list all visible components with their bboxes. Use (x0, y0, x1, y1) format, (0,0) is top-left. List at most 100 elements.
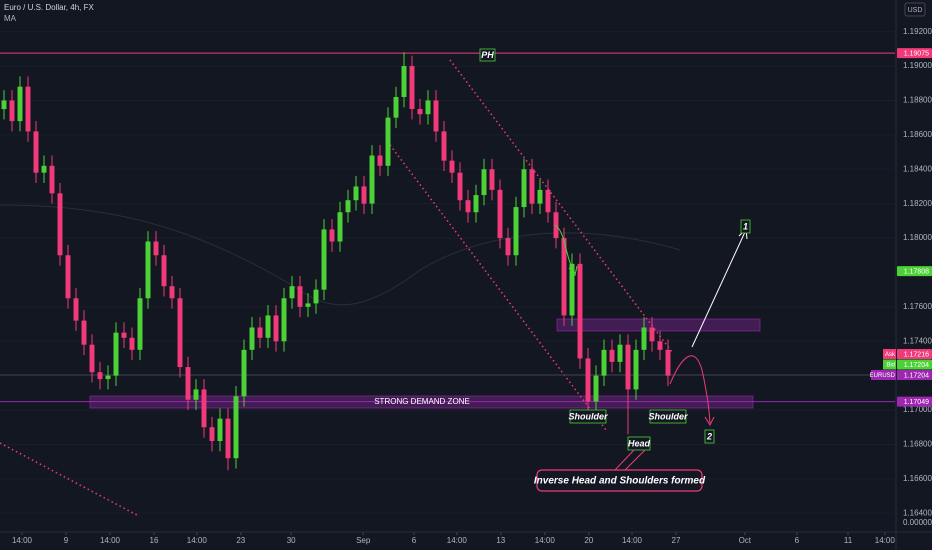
x-tick-label: Oct (739, 536, 752, 545)
candle-body (129, 337, 135, 350)
candle-body (593, 375, 599, 402)
candle-body (81, 320, 87, 345)
candle-body (233, 396, 239, 459)
candle-body (121, 332, 127, 338)
x-tick-label: 14:00 (447, 536, 468, 545)
candle-body (369, 155, 375, 204)
candles (1, 52, 671, 471)
candle-body (489, 169, 495, 190)
currency: USD (908, 7, 923, 14)
x-tick-label: 14:00 (12, 536, 33, 545)
price-label: 1.17216 (904, 351, 929, 358)
target-box (704, 429, 715, 444)
y-tick-label: 1.17000 (903, 405, 932, 414)
candle-body (465, 200, 471, 213)
x-tick-label: 11 (844, 536, 853, 545)
candle-body (49, 165, 55, 194)
price-tag: Ask (885, 352, 896, 358)
candle-body (633, 349, 639, 390)
candle-body (97, 372, 103, 380)
candle-body (417, 109, 423, 115)
candle-body (145, 241, 151, 299)
candle-body (345, 200, 351, 213)
price-label: 1.17204 (904, 362, 929, 369)
candle-body (305, 303, 311, 307)
indicator-label: MA (4, 14, 17, 23)
x-tick-label: 14:00 (187, 536, 208, 545)
candle-body (209, 427, 215, 442)
price-label-box (897, 359, 932, 370)
candle-body (337, 212, 343, 242)
price-tag-box (883, 359, 896, 370)
candle-body (1, 100, 7, 110)
candle-body (321, 229, 327, 290)
candle-body (481, 169, 487, 196)
price-tag: Bid (886, 363, 895, 369)
price-tag-box (871, 369, 896, 380)
symbol-title: Euro / U.S. Dollar, 4h, FX (4, 3, 94, 12)
callout-box (536, 469, 703, 492)
x-tick-label: Sep (356, 536, 371, 545)
x-tick-label: 14:00 (535, 536, 556, 545)
head-box (627, 436, 651, 451)
y-extra-label: 0.00000 (903, 518, 932, 527)
candle-body (329, 229, 335, 242)
candle-body (113, 332, 119, 376)
currency-box (904, 2, 926, 17)
candle-body (617, 344, 623, 362)
candle-body (569, 263, 575, 316)
y-tick-label: 1.18200 (903, 199, 932, 208)
head-label: Head (628, 438, 651, 448)
x-tick-label: 14:00 (875, 536, 896, 545)
target-label: 1 (743, 221, 748, 231)
arrow-red (669, 355, 711, 424)
shoulder-box (569, 409, 607, 424)
shoulder-box (649, 409, 687, 424)
candle-body (161, 255, 167, 287)
candle-body (297, 286, 303, 307)
x-tick-label: 13 (496, 536, 505, 545)
candle-body (657, 341, 663, 350)
arrow-up (691, 231, 746, 348)
target-box (740, 219, 751, 234)
zone-label: STRONG DEMAND ZONE (374, 397, 470, 406)
candle-body (409, 66, 415, 110)
price-label-box (897, 348, 932, 359)
candle-body (561, 238, 567, 316)
arrow-head (704, 416, 715, 427)
x-tick-label: 9 (64, 536, 69, 545)
candle-body (457, 172, 463, 201)
y-tick-label: 1.17400 (903, 336, 932, 345)
shoulder-label: Shoulder (568, 411, 607, 421)
y-tick-label: 1.17600 (903, 302, 932, 311)
candle-body (601, 349, 607, 376)
candle-body (513, 207, 519, 256)
candle-body (609, 349, 615, 362)
candle-body (33, 131, 39, 173)
candle-body (153, 241, 159, 256)
grid (0, 31, 895, 535)
candle-body (17, 86, 23, 122)
candle-body (625, 344, 631, 390)
x-tick-label: 14:00 (100, 536, 121, 545)
candle-body (105, 375, 111, 380)
candle-body (497, 189, 503, 239)
x-tick-label: 20 (584, 536, 593, 545)
candle-body (281, 298, 287, 342)
x-tick-label: 14:00 (622, 536, 643, 545)
callout-text: Inverse Head and Shoulders formed (534, 476, 706, 487)
candle-body (41, 165, 47, 173)
price-label-box (897, 396, 932, 407)
ph-label: PH (481, 50, 494, 60)
x-tick-label: 6 (795, 536, 800, 545)
candle-body (241, 349, 247, 397)
candle-body (265, 315, 271, 338)
price-label-box (897, 369, 932, 380)
candle-body (401, 66, 407, 98)
arrow-green (554, 224, 576, 274)
candle-body (529, 169, 535, 204)
candle-body (273, 315, 279, 342)
candle-body (433, 100, 439, 132)
